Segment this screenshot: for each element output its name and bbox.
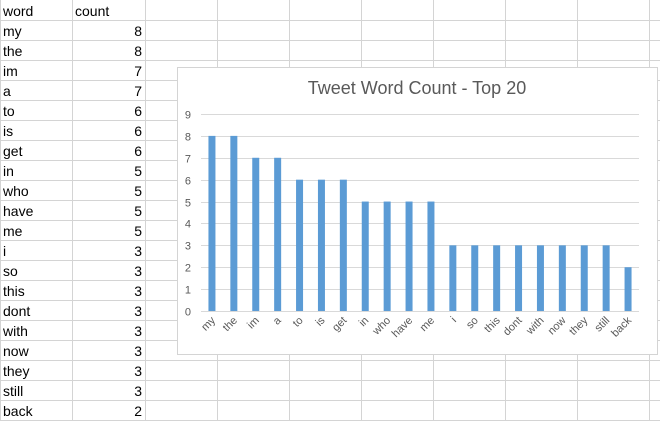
bar-who[interactable] [383,201,391,311]
x-tick-label-to: to [291,315,306,330]
x-tick-label-this: this [482,314,503,335]
cell-word-so[interactable]: so [3,263,18,279]
chart-title: Tweet Word Count - Top 20 [308,78,526,98]
x-tick-label-my: my [199,314,218,333]
cell-word-a[interactable]: a [3,83,11,99]
cell-word-im[interactable]: im [3,63,18,79]
x-tick-label-the: the [221,315,240,334]
cell-word-my[interactable]: my [3,23,22,39]
cell-count-the[interactable]: 8 [134,43,142,59]
bar-me[interactable] [427,201,435,311]
cell-word-they[interactable]: they [3,363,30,379]
cell-count-me[interactable]: 5 [134,223,142,239]
cell-word-dont[interactable]: dont [3,303,31,319]
cell-count-so[interactable]: 3 [134,263,142,279]
bar-they[interactable] [580,245,588,311]
cell-count-who[interactable]: 5 [134,183,142,199]
chart-gridlines [201,114,639,312]
y-tick-label: 9 [185,110,191,122]
y-tick-label: 3 [185,241,191,253]
x-tick-label-in: in [357,315,372,330]
y-tick-label: 2 [185,263,191,275]
cell-word-now[interactable]: now [3,343,29,359]
x-tick-label-who: who [370,315,393,338]
x-tick-label-have: have [390,315,415,340]
cell-count-get[interactable]: 6 [134,143,142,159]
x-tick-label-im: im [245,315,262,332]
x-tick-label-i: i [449,315,459,325]
x-tick-label-is: is [313,314,327,328]
bars [208,135,632,311]
cell-count-in[interactable]: 5 [134,163,142,179]
y-tick-label: 1 [185,285,191,297]
cell-word-in[interactable]: in [3,163,14,179]
bar-get[interactable] [339,179,347,311]
x-tick-label-me: me [418,315,437,334]
x-tick-label-dont: dont [501,315,525,339]
x-tick-label-now: now [546,315,569,338]
cell-count-i[interactable]: 3 [134,243,142,259]
header-count[interactable]: count [75,3,110,19]
bar-to[interactable] [296,179,304,311]
bar-in[interactable] [361,201,369,311]
y-tick-label: 0 [185,307,191,319]
x-tick-label-back: back [609,314,634,339]
cell-count-have[interactable]: 5 [134,203,142,219]
bar-this[interactable] [493,245,501,311]
cell-word-to[interactable]: to [3,103,15,119]
bar-the[interactable] [230,135,238,311]
cell-count-this[interactable]: 3 [134,283,142,299]
cell-count-back[interactable]: 2 [134,403,142,419]
cell-word-who[interactable]: who [3,183,29,199]
cell-count-to[interactable]: 6 [134,103,142,119]
cell-count-is[interactable]: 6 [134,123,142,139]
cell-count-a[interactable]: 7 [134,83,142,99]
bar-with[interactable] [536,245,544,311]
bar-i[interactable] [449,245,457,311]
y-tick-label: 4 [185,219,191,231]
y-tick-label: 7 [185,154,191,166]
bar-is[interactable] [317,179,325,311]
header-word[interactable]: word [3,3,34,19]
cell-word-the[interactable]: the [3,43,23,59]
cell-count-with[interactable]: 3 [134,323,142,339]
y-tick-label: 8 [185,132,191,144]
y-tick-label: 6 [185,176,191,188]
cell-count-dont[interactable]: 3 [134,303,142,319]
cell-count-still[interactable]: 3 [134,383,142,399]
cell-word-have[interactable]: have [3,203,34,219]
cell-word-still[interactable]: still [3,383,24,399]
x-tick-label-get: get [330,315,349,334]
x-tick-label-so: so [464,315,481,332]
y-axis-ticks: 0 1 2 3 4 5 6 7 8 9 [185,110,191,319]
y-tick-label: 5 [185,198,191,210]
x-tick-label-they: they [567,314,591,338]
cell-count-now[interactable]: 3 [134,343,142,359]
bar-back[interactable] [624,267,632,311]
bar-my[interactable] [208,135,216,311]
cell-word-back[interactable]: back [3,403,33,419]
bar-so[interactable] [471,245,479,311]
x-tick-label-with: with [524,315,547,338]
bar-still[interactable] [602,245,610,311]
bar-a[interactable] [274,157,282,311]
bar-now[interactable] [558,245,566,311]
bar-im[interactable] [252,157,260,311]
cell-word-me[interactable]: me [3,223,23,239]
cell-word-i[interactable]: i [3,243,7,259]
bar-have[interactable] [405,201,413,311]
cell-count-they[interactable]: 3 [134,363,142,379]
cell-word-with[interactable]: with [3,323,28,339]
cell-count-my[interactable]: 8 [134,23,142,39]
cell-word-is[interactable]: is [3,123,14,139]
cell-word-get[interactable]: get [3,143,23,159]
cell-count-im[interactable]: 7 [134,63,142,79]
bar-dont[interactable] [515,245,523,311]
cell-word-this[interactable]: this [3,283,25,299]
x-tick-label-a: a [271,314,284,327]
